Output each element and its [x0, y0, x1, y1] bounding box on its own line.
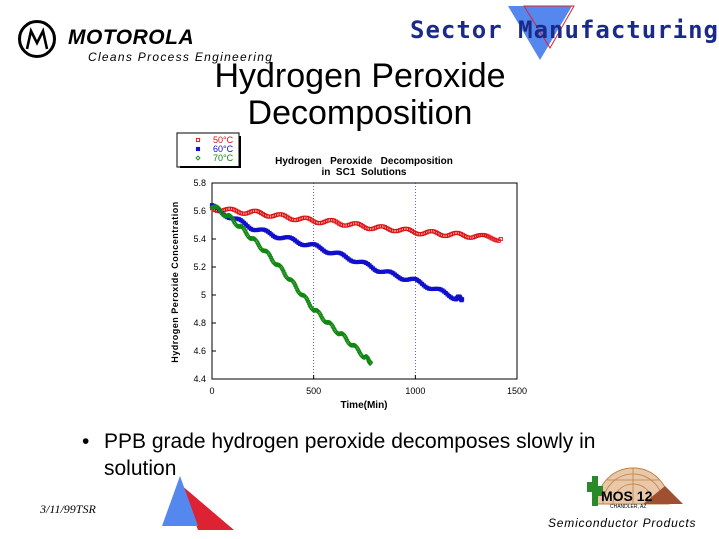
data-point — [330, 324, 336, 330]
y-axis-label: Hydrogen Peroxide Concentration — [170, 201, 180, 363]
y-tick-label: 5.8 — [193, 178, 206, 188]
y-tick-label: 4.8 — [193, 318, 206, 328]
bullet-point: PPB grade hydrogen peroxide decomposes s… — [104, 430, 596, 480]
data-point — [304, 296, 310, 302]
data-point — [254, 239, 260, 245]
x-tick-label: 500 — [306, 386, 321, 396]
data-point — [266, 252, 273, 258]
series-2 — [209, 204, 374, 367]
data-point — [460, 297, 465, 302]
mos12-logo — [587, 467, 683, 506]
data-point — [237, 223, 243, 230]
data-point — [268, 255, 274, 262]
data-point — [342, 333, 348, 340]
data-point — [281, 270, 287, 276]
data-point — [225, 212, 231, 219]
data-point — [367, 359, 374, 365]
footer-triangle-icon — [162, 476, 234, 530]
mos12-sublabel: CHANDLER, AZ — [610, 504, 647, 510]
slide-title: Hydrogen Peroxide Decomposition — [150, 58, 570, 132]
division-name: Semiconductor Products — [548, 516, 697, 530]
data-point — [242, 228, 248, 234]
data-point — [305, 299, 312, 306]
data-point — [291, 280, 297, 286]
data-point — [255, 242, 262, 248]
data-point — [343, 335, 349, 341]
mos12-label: MOS 12 — [601, 488, 653, 504]
header-triangle-icon — [508, 5, 575, 60]
chart-legend: 50°C60°C70°C — [176, 132, 241, 168]
data-point — [279, 266, 285, 272]
data-point — [355, 346, 361, 352]
data-point — [498, 236, 503, 242]
data-point — [318, 313, 324, 319]
department-name: Cleans Process Engineering — [88, 50, 274, 64]
y-tick-label: 5.4 — [193, 234, 206, 244]
data-point — [293, 284, 299, 290]
data-point — [316, 310, 323, 316]
data-point — [317, 312, 324, 318]
legend-label: 50°C — [213, 135, 234, 145]
legend-marker — [195, 146, 201, 152]
legend-label: 70°C — [213, 153, 234, 163]
data-point — [355, 347, 362, 354]
title-line-2: Decomposition — [247, 94, 473, 132]
title-line-1: Hydrogen Peroxide — [214, 57, 506, 95]
plot-frame — [211, 182, 518, 380]
x-tick-label: 1000 — [405, 386, 425, 396]
data-point — [292, 282, 298, 288]
data-point — [241, 226, 247, 232]
motorola-m-icon — [25, 27, 49, 50]
data-point — [356, 349, 363, 355]
bullet-marker: • — [82, 430, 90, 453]
data-point — [305, 298, 311, 304]
x-tick-label: 0 — [209, 386, 214, 396]
y-tick-label: 5.2 — [193, 262, 206, 272]
data-point — [255, 240, 261, 246]
legend-marker — [195, 137, 201, 143]
data-point — [325, 319, 331, 326]
y-tick-label: 4.4 — [193, 374, 206, 384]
legend-label: 60°C — [213, 144, 234, 154]
data-point — [280, 268, 286, 274]
data-point — [306, 301, 313, 308]
data-point — [278, 264, 285, 271]
series-1 — [209, 203, 465, 303]
data-point — [294, 285, 300, 292]
chart-title: Hydrogen Peroxide Decomposition — [275, 156, 453, 167]
data-point — [229, 215, 235, 222]
y-tick-label: 5.6 — [193, 206, 206, 216]
data-point — [344, 337, 350, 343]
data-point — [230, 217, 236, 223]
chart-subtitle: in SC1 Solutions — [321, 167, 406, 178]
x-tick-label: 1500 — [507, 386, 527, 396]
sector-title: Sector Manufacturing — [410, 16, 719, 44]
data-point — [312, 307, 318, 313]
data-point — [267, 254, 274, 260]
brand-name: MOTOROLA — [68, 26, 195, 49]
motorola-logo — [18, 20, 56, 58]
slide-date: 3/11/99TSR — [40, 502, 96, 516]
y-tick-label: 5 — [201, 290, 206, 300]
data-point — [243, 229, 249, 236]
y-tick-label: 4.6 — [193, 346, 206, 356]
data-point — [329, 322, 335, 329]
legend-marker — [195, 155, 201, 161]
x-axis-label: Time(Min) — [340, 400, 387, 411]
series-0 — [209, 206, 503, 243]
cactus-icon — [592, 476, 598, 506]
